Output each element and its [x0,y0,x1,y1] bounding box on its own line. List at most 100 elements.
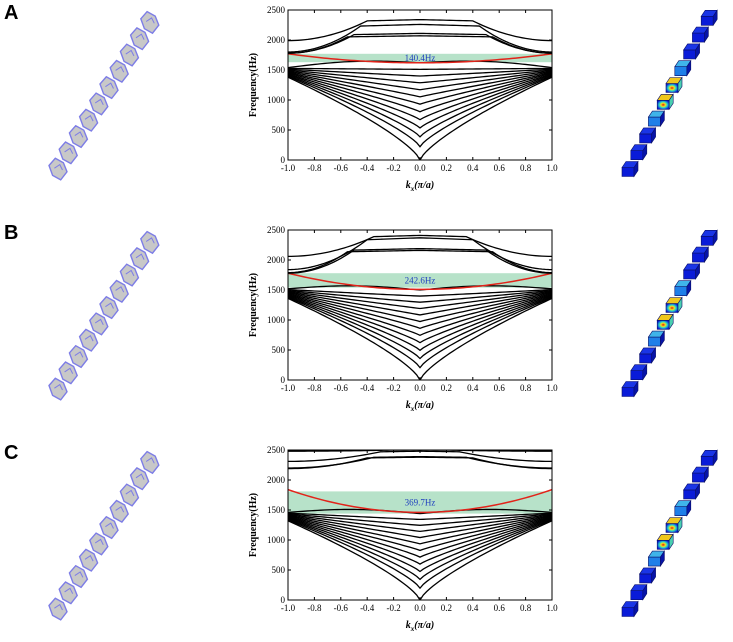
mode-cell-face [621,387,635,397]
x-tick-label: 0.4 [467,163,479,173]
panel-c: C -1.0 -0.8 -0.6 -0.4 -0.2 0.0 0.2 0.4 0.6 0.8 1.0 0… [0,442,733,642]
y-tick-label: 0 [281,375,286,385]
lower-band-line [288,288,552,297]
x-tick-label: 0.0 [414,383,426,393]
chain-cell-edge [64,367,74,374]
mode-cell-face [639,133,652,144]
mode-cell-face [683,489,696,500]
x-axis-title-main: k [406,620,411,631]
y-tick-label: 0 [281,155,286,165]
chain-cell-edge [105,522,114,529]
lower-band-line [288,508,552,515]
chain-cell [109,279,129,304]
mode-cell-face [630,590,644,600]
upper-band-line [288,18,552,42]
chain-cell [129,467,150,491]
lower-band-line [288,292,552,323]
x-tick-label: -0.6 [334,383,349,393]
mode-cell-face [692,252,705,263]
upper-band-line [288,450,552,452]
plot-area [288,18,552,160]
chain-cell-edge [54,383,63,391]
lower-band-line [288,292,552,329]
band-gap-label: 242.6Hz [405,275,436,285]
unit-cell-chain-image [48,450,160,621]
mode-cell-side [660,550,665,568]
defect-band-line [288,272,552,291]
y-axis-title: Frequency(Hz) [248,53,259,117]
chain-cell [89,312,109,336]
upper-band-line [288,237,552,271]
mode-cell-face [656,100,670,110]
mode-cell-face [639,573,652,584]
y-tick-label: 1000 [267,315,286,325]
upper-band-line [288,249,552,274]
lower-band-line [288,291,552,316]
mode-cell-side [651,126,656,144]
chain-cell [119,43,140,67]
x-tick-label: 1.0 [546,603,558,613]
lower-band-line [288,293,552,337]
lower-band-line [288,67,552,70]
upper-band-line [288,234,552,258]
mode-cell-face [700,236,714,246]
mode-cell-face [692,32,705,43]
x-tick-label: 0.8 [520,163,532,173]
x-tick-label: -1.0 [281,163,296,173]
chain-cell-edge [74,351,84,358]
mode-cell-face [621,607,635,617]
upper-band-line [288,32,552,54]
lower-band-line [288,296,552,369]
chain-cell-edge [145,17,155,24]
mode-cell-side [712,9,718,27]
y-tick-label: 2000 [267,255,286,265]
x-tick-label: 0.6 [494,383,506,393]
mode-cell-face [630,370,644,380]
y-tick-label: 1000 [267,535,286,545]
x-axis-title: kx(π/a) [406,620,434,633]
chain-cell-edge [94,538,104,546]
chain-cell-edge [64,587,74,594]
chain-cell [119,483,140,507]
x-axis-title-unit: (π/a) [414,620,434,631]
mode-cell-face [656,540,670,550]
chain-cell [129,27,150,51]
chain-cell-edge [105,82,114,89]
x-tick-label: 0.8 [520,383,532,393]
y-tick-label: 1500 [267,285,286,295]
mode-cell-face [665,303,679,313]
chain-cell-edge [94,98,104,106]
x-tick-label: 0.2 [441,383,452,393]
chain-cell-edge [135,33,145,40]
mode-cell-face [674,66,688,76]
band-structure-chart: -1.0 -0.8 -0.6 -0.4 -0.2 0.0 0.2 0.4 0.6 0.8 1.0 0 5… [248,225,558,413]
lower-band-line [288,519,552,590]
mode-cell-side [633,160,639,178]
chain-cell [78,328,99,352]
mode-cell-side [660,330,665,348]
chain-cell-edge [145,237,155,244]
x-axis-title-main: k [406,400,411,411]
x-axis-title-subscript: x [410,405,415,413]
mode-cell-side [712,449,718,467]
mode-cell-side [660,110,665,128]
y-tick-label: 2500 [267,445,286,455]
x-tick-label: -1.0 [281,383,296,393]
chain-cell-edge [74,131,84,138]
chain-cell-edge [84,114,94,122]
mode-cell-side [677,296,683,314]
x-tick-label: 1.0 [546,383,558,393]
lower-band-line [288,518,552,573]
x-tick-label: 0.6 [494,163,506,173]
x-tick-label: -0.8 [307,163,322,173]
chain-cell-edge [125,269,135,277]
mode-cell-face [648,116,661,127]
x-axis-title-unit: (π/a) [414,400,434,411]
chain-cell [99,515,119,540]
mode-shape-image [621,9,718,178]
unit-cell-chain-image [48,230,160,401]
mode-shape-image [621,449,718,618]
mode-cell-side [668,533,674,551]
mode-cell-face [665,83,679,93]
lower-band-line [288,520,552,600]
